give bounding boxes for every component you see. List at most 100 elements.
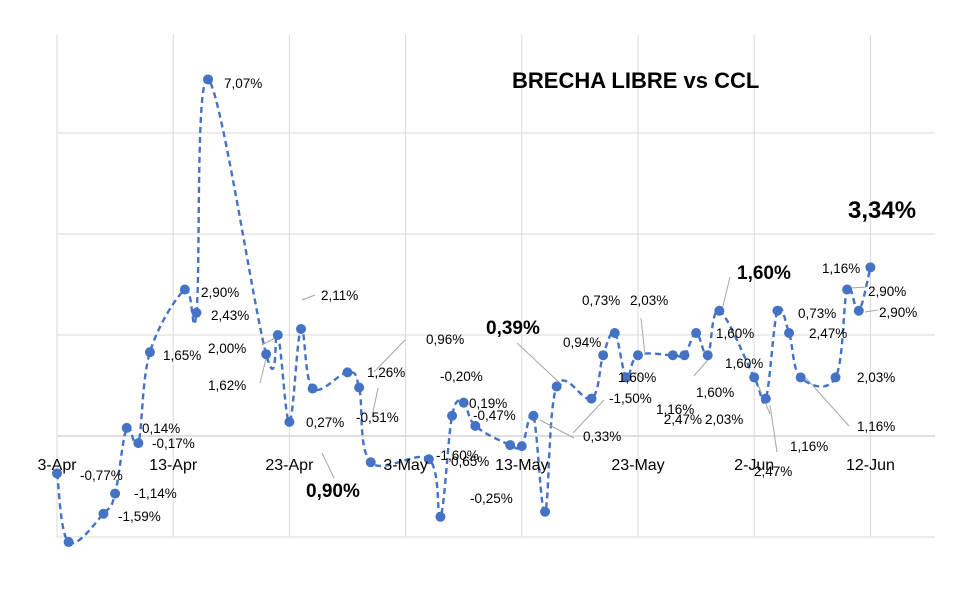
data-label: 1,16% (857, 419, 895, 434)
data-label: 1,60% (737, 263, 791, 284)
data-label: 2,43% (211, 308, 249, 323)
data-label: 3,34% (848, 197, 916, 224)
data-label: 1,60% (716, 326, 754, 341)
x-tick-label: 3-Apr (37, 457, 77, 474)
leader-line (516, 342, 563, 386)
data-point (203, 74, 214, 85)
data-point (714, 305, 725, 316)
data-point (296, 323, 307, 334)
data-point (121, 422, 132, 433)
data-point (760, 393, 771, 404)
leader-line (539, 419, 575, 439)
leader-line (864, 309, 879, 313)
data-label: -0,47% (473, 408, 516, 423)
data-label: -1,60% (436, 448, 479, 463)
data-label: 0,39% (486, 318, 540, 339)
x-tick-label: 3-May (383, 457, 427, 474)
data-point (435, 511, 446, 522)
data-point (598, 350, 609, 361)
data-label: 2,90% (868, 284, 906, 299)
data-label: 0,73% (582, 293, 620, 308)
x-tick-label: 13-May (495, 457, 548, 474)
data-label: -0,20% (440, 369, 483, 384)
data-point (52, 468, 62, 479)
leader-line (640, 317, 646, 356)
x-tick-label: 13-Apr (149, 457, 198, 474)
x-tick-label: 23-Apr (265, 457, 314, 474)
gridlines (56, 35, 935, 538)
data-label: 2,47% (664, 412, 702, 427)
data-point (749, 372, 760, 383)
data-label: 1,16% (822, 261, 860, 276)
leader-line (572, 399, 605, 434)
data-label: 0,14% (142, 421, 180, 436)
data-point (551, 381, 562, 392)
data-label: 7,07% (224, 76, 262, 91)
data-label: 1,26% (367, 365, 405, 380)
data-point (191, 307, 202, 318)
data-point (261, 349, 272, 360)
data-points (52, 74, 876, 548)
x-tick-label: 2-Jun (734, 457, 774, 474)
data-label: 2,11% (321, 288, 358, 303)
x-tick-label: 12-Jun (846, 457, 895, 474)
data-label: 1,16% (656, 402, 694, 417)
x-tick-label: 23-May (611, 457, 664, 474)
data-point (470, 420, 481, 431)
data-label: 1,60% (618, 370, 656, 385)
data-label: 0,94% (563, 335, 601, 350)
data-point (830, 372, 841, 383)
leader-line (371, 387, 379, 418)
leader-line (259, 354, 268, 384)
data-point (423, 454, 434, 465)
data-label: 2,03% (630, 293, 668, 308)
data-point (272, 330, 283, 340)
x-axis-tick-labels: 3-Apr 13-Apr 23-Apr 3-May 13-May 23-May 2-Jun 1… (37, 457, 894, 474)
data-label: -1,50% (609, 391, 652, 406)
data-point (110, 488, 121, 499)
leader-line (301, 294, 316, 301)
data-point (63, 537, 74, 548)
data-label: 2,03% (857, 370, 895, 385)
data-point (586, 393, 597, 404)
data-label: 1,60% (696, 385, 734, 400)
data-label: 1,62% (208, 378, 246, 393)
leader-line (850, 286, 867, 289)
data-label: 2,90% (879, 305, 917, 320)
data-point (458, 397, 469, 408)
leader-lines (259, 276, 879, 479)
data-label: 0,90% (306, 481, 360, 502)
leader-line (321, 452, 335, 479)
data-point (784, 327, 795, 338)
data-point (516, 441, 527, 452)
data-label: -1,59% (118, 509, 161, 524)
data-label: -1,14% (134, 486, 177, 501)
data-point (679, 350, 690, 361)
data-point (772, 305, 783, 316)
data-labels: -0,77% -1,14% 0,14%-0,17% 1,65% 2,90% 2,43% 7,… (80, 76, 917, 524)
data-label: -0,77% (80, 468, 123, 483)
leader-line (721, 276, 731, 311)
data-point (540, 506, 551, 517)
data-point (842, 284, 853, 295)
data-label: 0,27% (306, 415, 344, 430)
data-point (853, 305, 864, 316)
data-label: -0,51% (356, 410, 399, 425)
data-point (284, 416, 295, 427)
data-point (144, 347, 155, 358)
data-point (633, 350, 643, 361)
data-point (609, 327, 620, 338)
data-point (528, 410, 539, 421)
data-point (447, 410, 458, 421)
data-label: 2,00% (208, 341, 246, 356)
leader-line (805, 377, 850, 427)
data-point (98, 508, 109, 519)
leader-line (769, 404, 778, 453)
data-point (133, 438, 144, 449)
data-point (179, 284, 190, 295)
data-label: 1,16% (790, 439, 828, 454)
data-label: 2,03% (705, 412, 743, 427)
leader-line (634, 371, 645, 381)
